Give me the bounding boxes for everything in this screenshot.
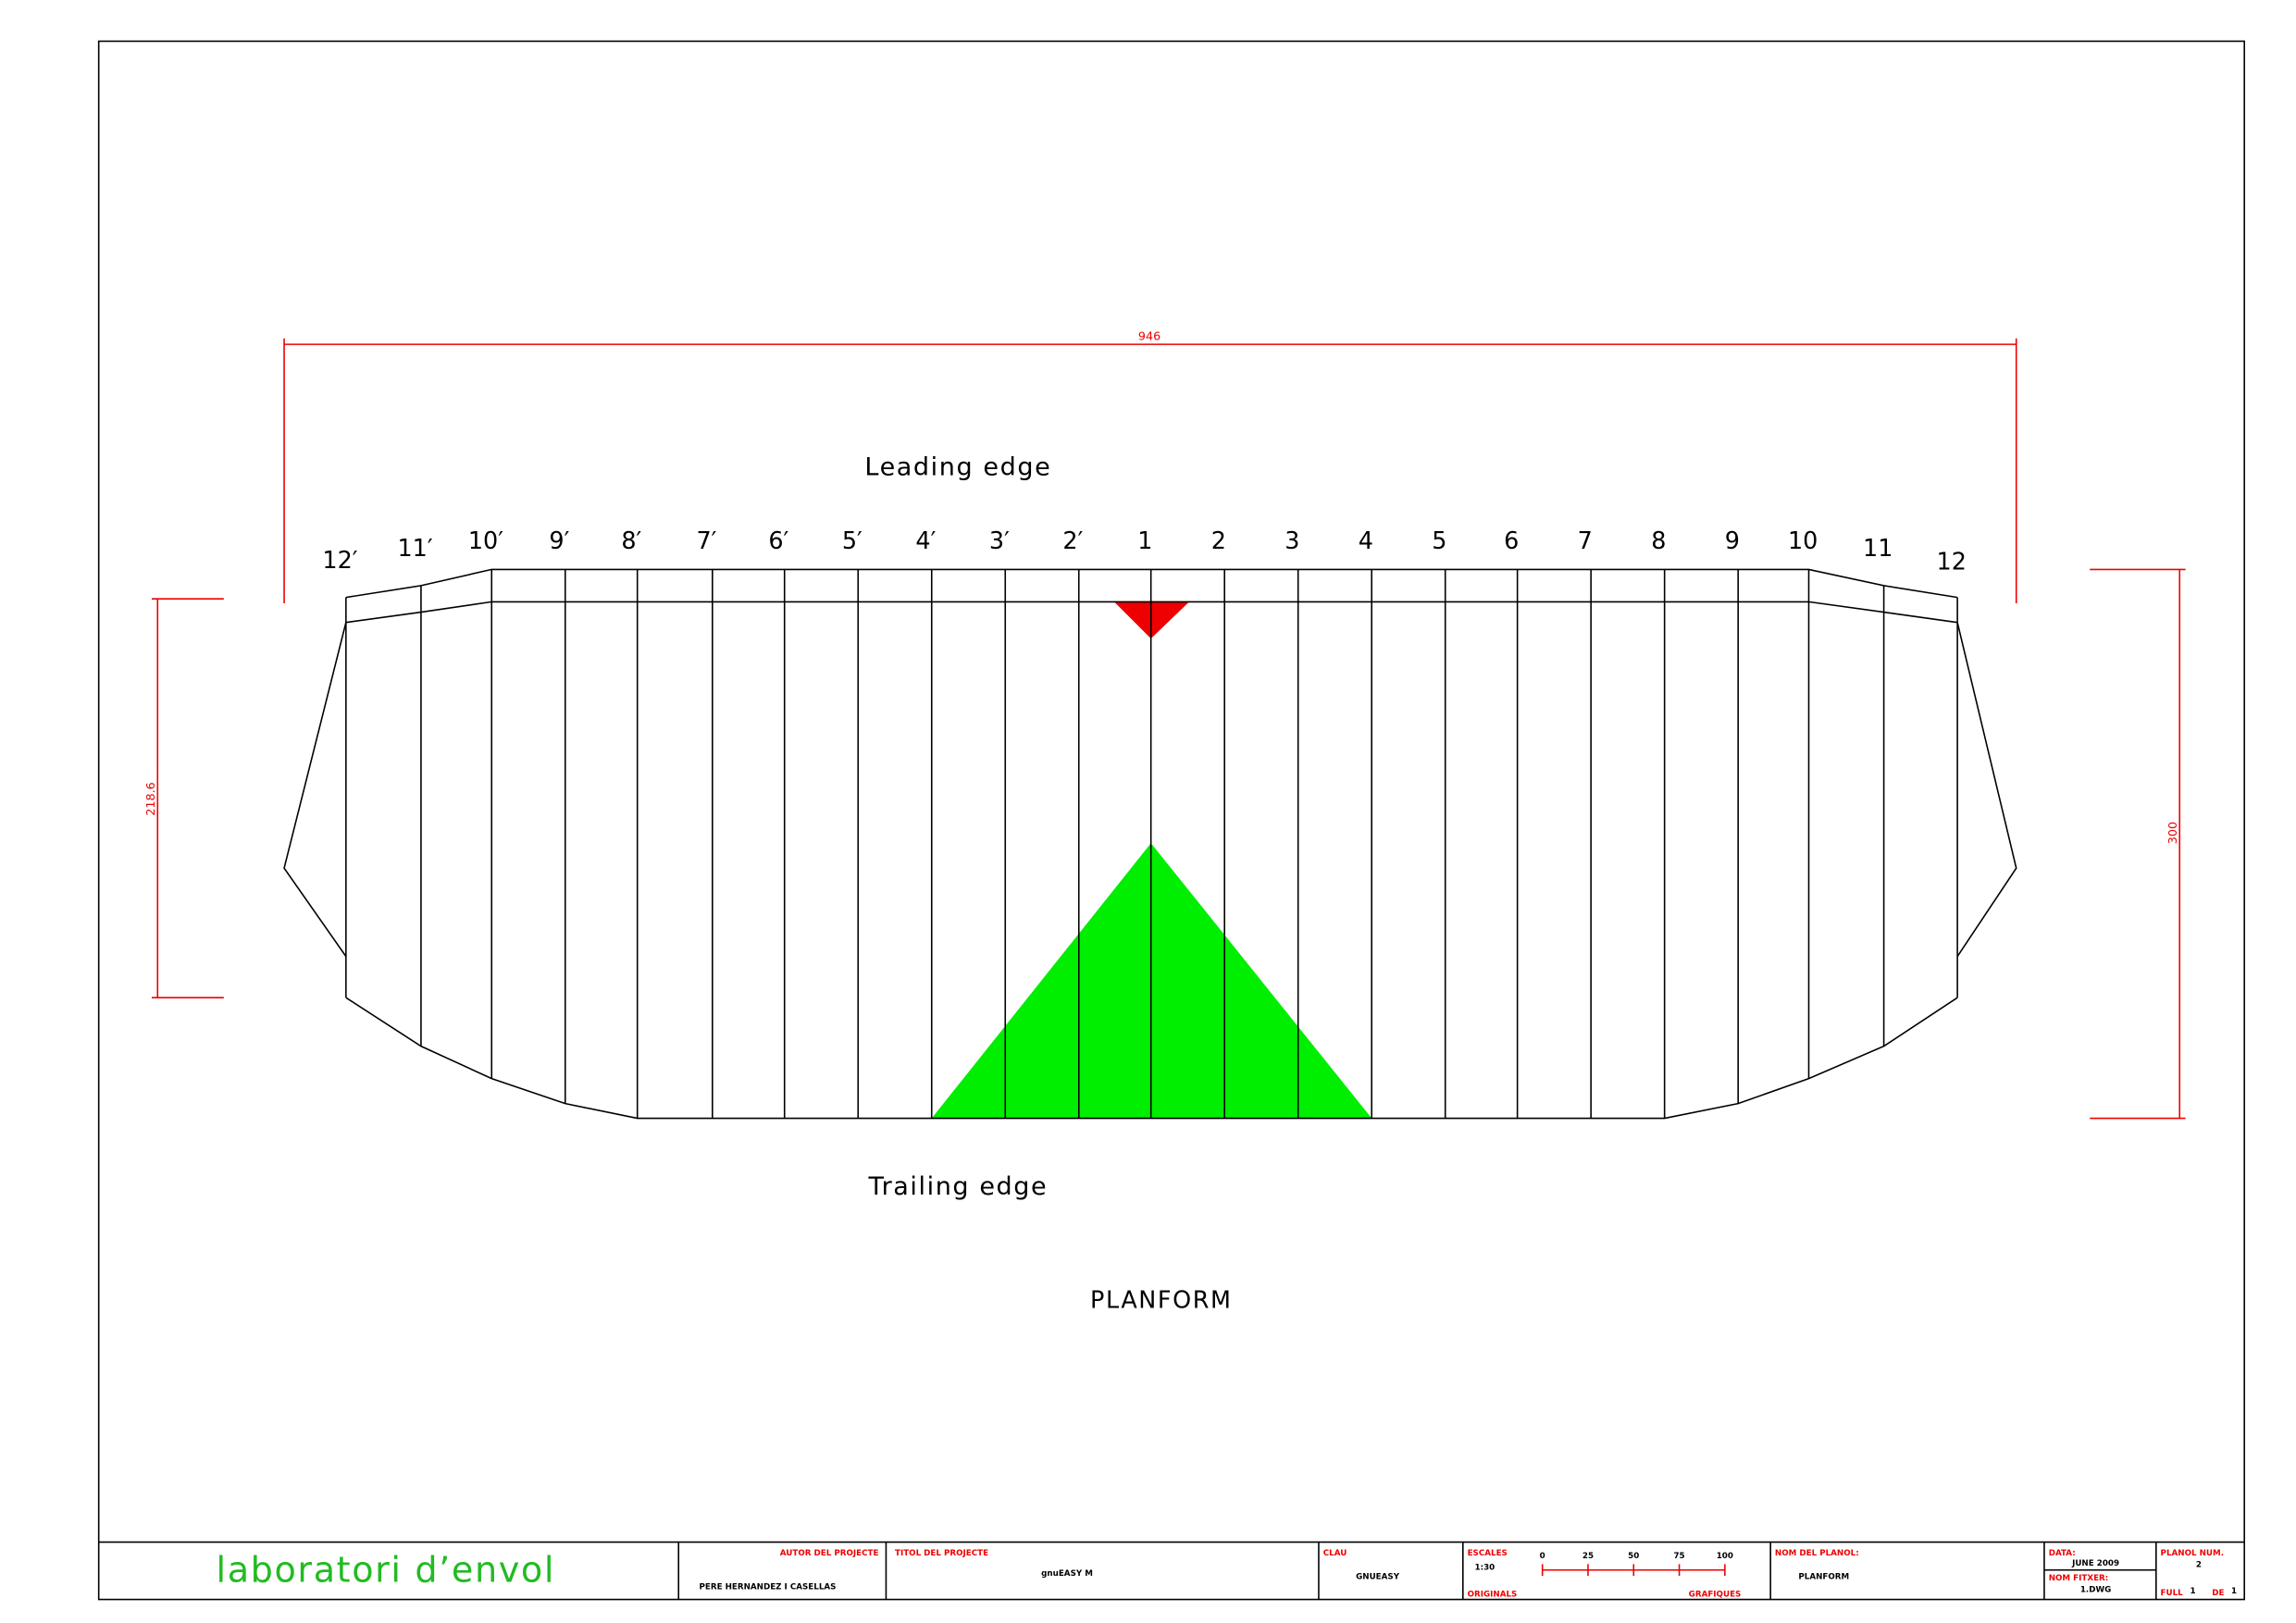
trailing-edge-label: Trailing edge — [867, 1172, 1048, 1201]
field-value: JUNE 2009 — [2071, 1559, 2119, 1568]
dimension-text: 218.6 — [143, 782, 157, 815]
rib-label: 2′ — [1062, 527, 1083, 554]
rib-label: 4 — [1359, 527, 1373, 554]
rib-label: 11 — [1863, 534, 1893, 562]
field-value: 1:30 — [1475, 1564, 1496, 1573]
rib-label: 9′ — [549, 527, 569, 554]
field-label: GRAFIQUES — [1689, 1590, 1742, 1599]
rib-label: 5′ — [842, 527, 863, 554]
field-label: CLAU — [1323, 1549, 1347, 1558]
scale-tick-label: 0 — [1540, 1552, 1545, 1561]
rib-label: 3 — [1285, 527, 1299, 554]
ribs: 12′ 11′ 10′ 9′ 8′ 7′ 6′ 5′ 4′ 3′ 2′ 1 2 3 4 5 6 7 8 9 10 11 12 — [322, 527, 1967, 1119]
dimension-text: 300 — [2166, 822, 2179, 844]
leading-edge-label: Leading edge — [864, 453, 1051, 482]
field-value: gnuEASY M — [1041, 1569, 1093, 1579]
rib-label: 4′ — [915, 527, 936, 554]
field-value: 1 — [2191, 1587, 2196, 1596]
scale-tick-label: 75 — [1673, 1552, 1684, 1561]
field-label: ORIGINALS — [1468, 1590, 1518, 1599]
frame — [97, 40, 2246, 1601]
dimension-text: 946 — [1138, 328, 1160, 342]
field-value: 2 — [2196, 1561, 2202, 1570]
field-value: GNUEASY — [1356, 1572, 1400, 1581]
field-label: NOM FITXER: — [2049, 1574, 2109, 1583]
rib-label: 6 — [1504, 527, 1519, 554]
rib-label: 10′ — [468, 527, 503, 554]
scale-tick-label: 100 — [1717, 1552, 1733, 1561]
rib-label: 7 — [1578, 527, 1593, 554]
field-value: 1.DWG — [2080, 1586, 2111, 1595]
rib-label: 12′ — [322, 546, 357, 574]
field-label: DATA: — [2049, 1549, 2076, 1558]
rib-label: 7′ — [696, 527, 716, 554]
leading-edge-inner-line — [345, 601, 1958, 624]
rib-label: 8 — [1651, 527, 1666, 554]
scale-tick-label: 50 — [1628, 1552, 1639, 1561]
rib-label: 10 — [1788, 527, 1818, 554]
left-tip — [283, 622, 347, 958]
rib-label: 1 — [1137, 527, 1152, 554]
rib-label: 11′ — [397, 534, 432, 562]
field-value: PERE HERNANDEZ I CASELLAS — [699, 1582, 836, 1592]
rib-label: 5 — [1432, 527, 1446, 554]
rib-label: 3′ — [989, 527, 1010, 554]
rib-label: 6′ — [768, 527, 788, 554]
field-value: 1 — [2231, 1587, 2237, 1596]
scale-tick-label: 25 — [1582, 1552, 1594, 1561]
drawing-title: PLANFORM — [1090, 1286, 1233, 1314]
title-block-dividers — [677, 1542, 2157, 1600]
field-label: PLANOL NUM. — [2161, 1549, 2224, 1558]
field-label: DE — [2212, 1589, 2224, 1598]
field-value: PLANFORM — [1798, 1572, 1849, 1581]
nose-marker — [1113, 601, 1190, 639]
scale-ticks: 0 25 50 75 100 — [1540, 1552, 1733, 1577]
field-label: NOM DEL PLANOL: — [1775, 1549, 1859, 1558]
field-label: FULL — [2161, 1589, 2184, 1598]
field-label: ESCALES — [1468, 1549, 1508, 1558]
field-label: AUTOR DEL PROJECTE — [780, 1549, 879, 1558]
field-label: TITOL DEL PROJECTE — [895, 1549, 988, 1558]
right-tip — [1956, 622, 2017, 958]
rib-label: 12 — [1937, 547, 1967, 575]
rib-label: 2 — [1211, 527, 1226, 554]
leading-edge-line — [345, 568, 1958, 599]
rib-label: 8′ — [621, 527, 641, 554]
rib-label: 9 — [1725, 527, 1740, 554]
company: laboratori d’envol — [217, 1549, 556, 1590]
